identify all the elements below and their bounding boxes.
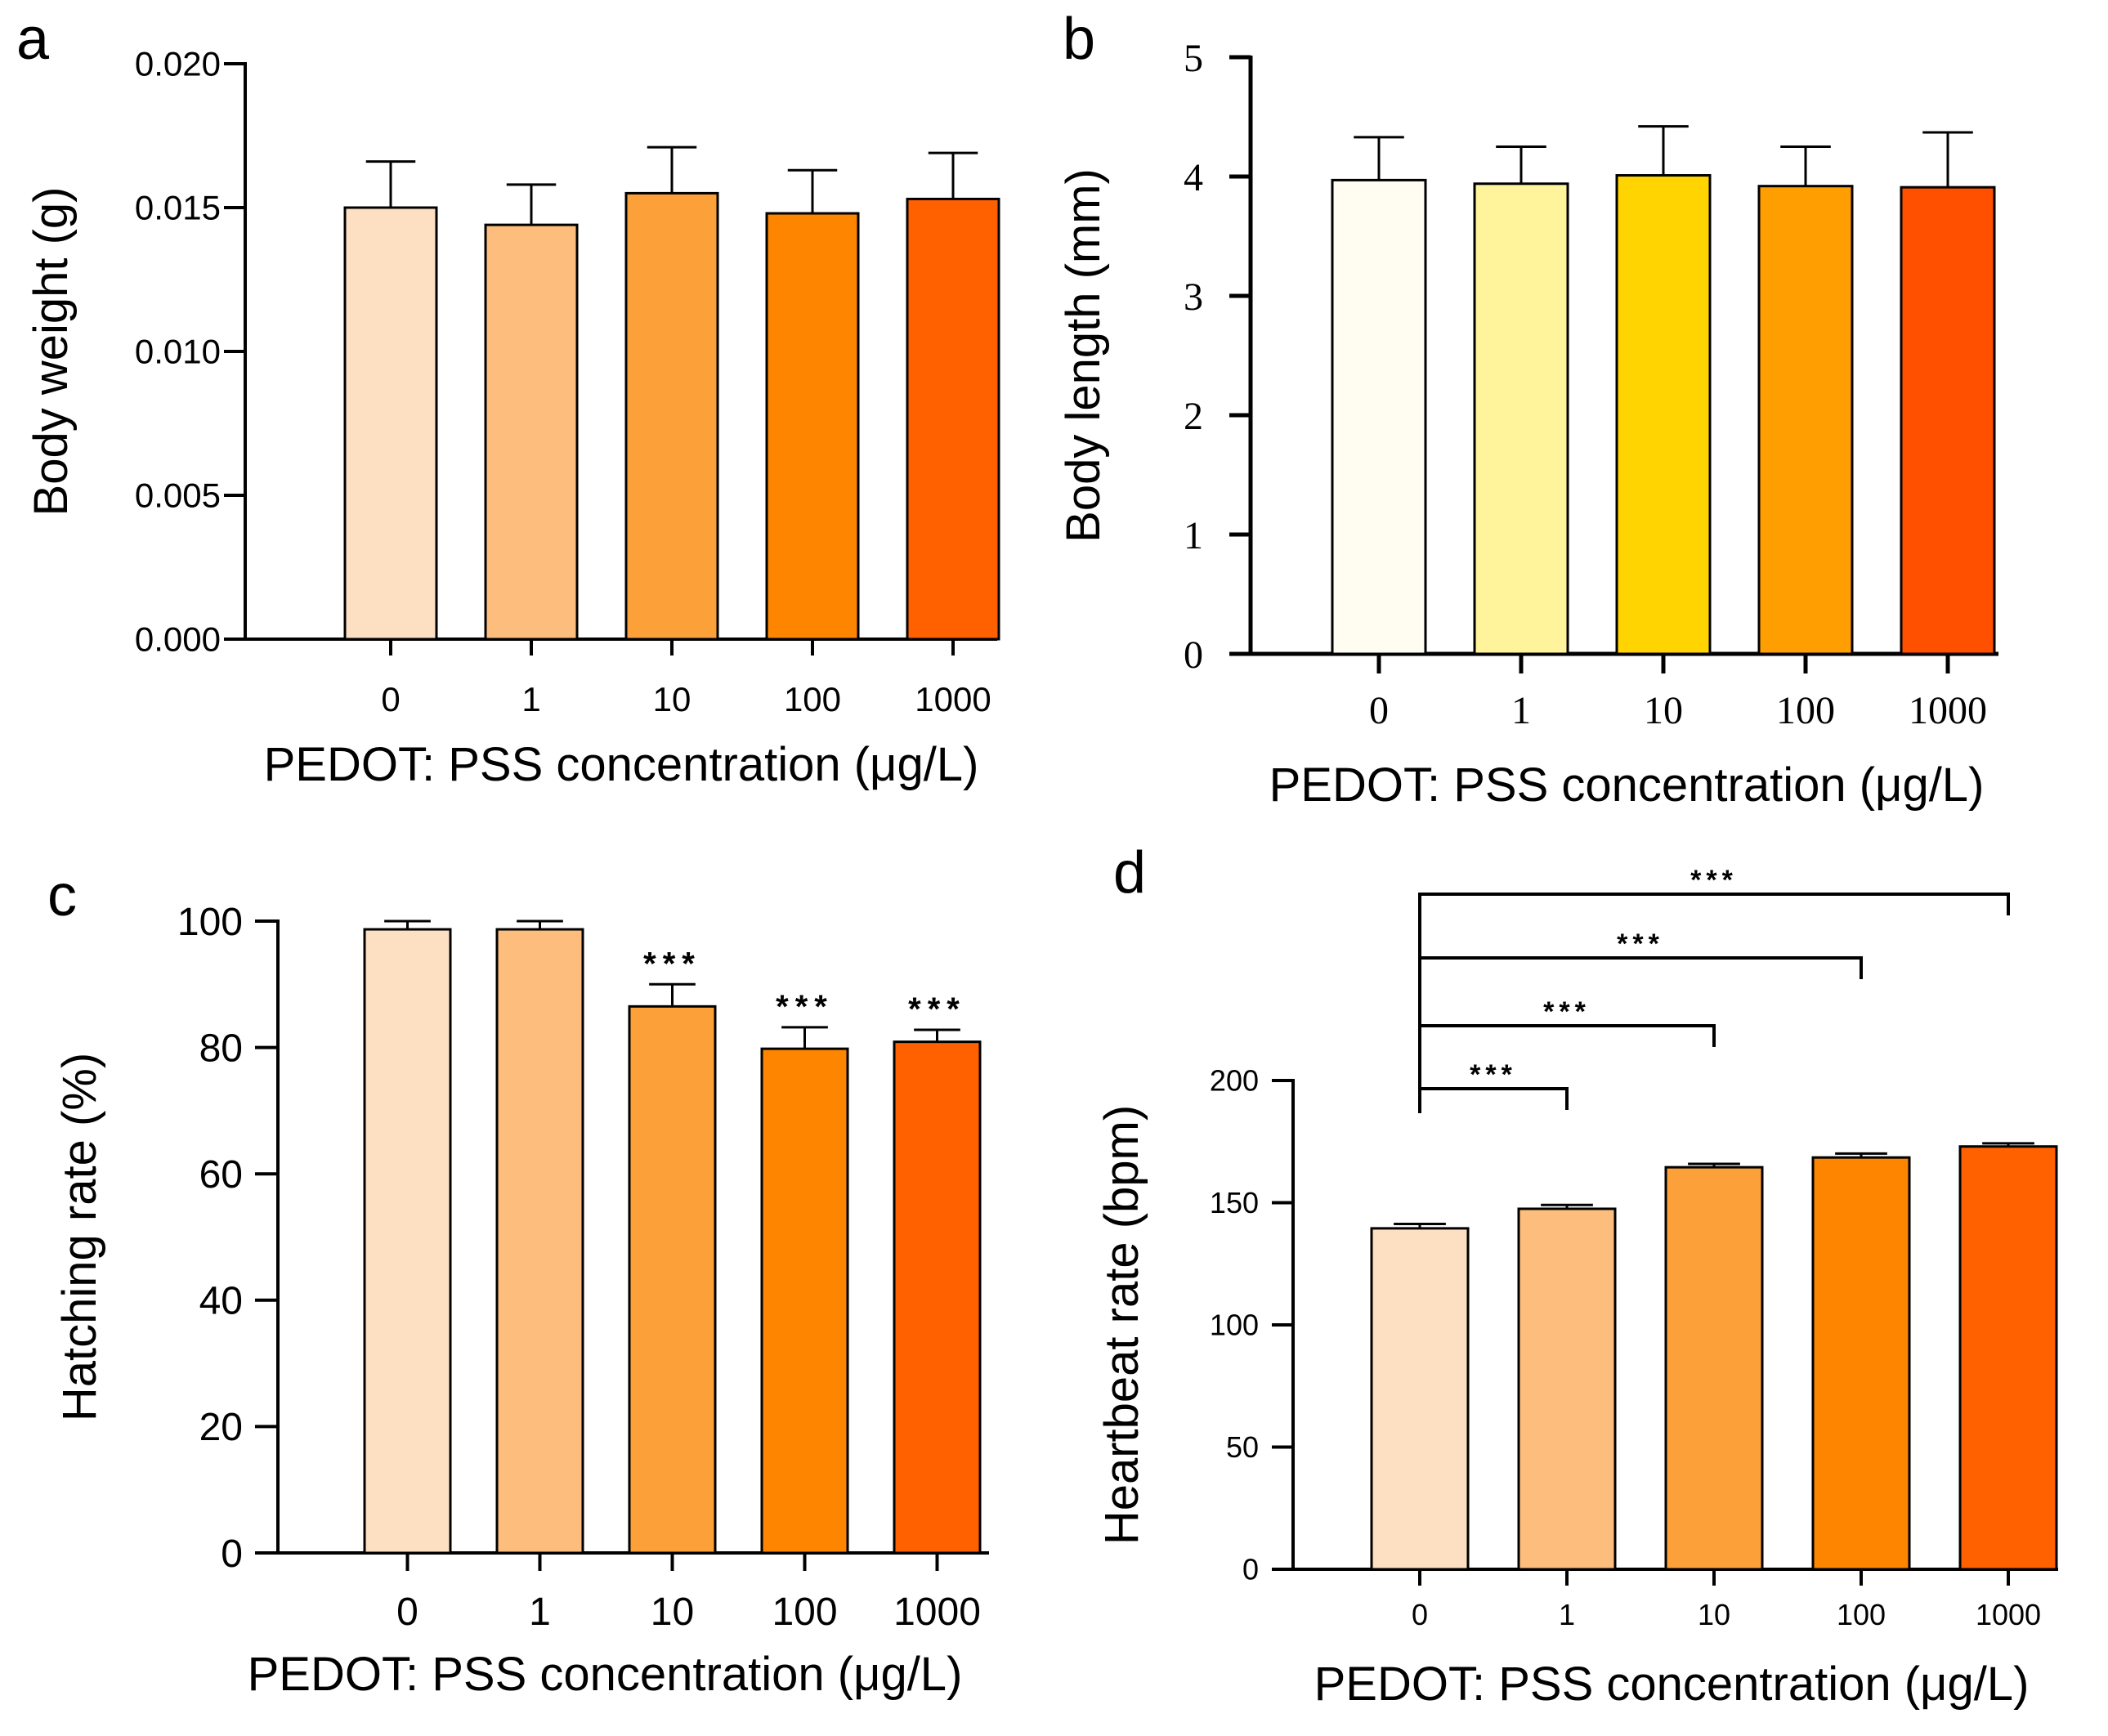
x-tick-label: 0 (396, 1591, 418, 1634)
y-tick-label: 40 (199, 1280, 243, 1323)
bar (484, 223, 579, 641)
bar (495, 928, 584, 1555)
bar (1331, 178, 1427, 655)
panel-label-c: c (47, 863, 77, 928)
y-axis-label: Body length (mm) (1057, 168, 1110, 543)
y-tick-label: 2 (1184, 395, 1203, 438)
x-tick-label: 100 (784, 680, 841, 718)
x-tick-label: 1000 (1976, 1598, 2041, 1631)
bar (1517, 1207, 1617, 1571)
bar (1664, 1166, 1764, 1571)
y-tick-label: 0.015 (135, 189, 221, 227)
y-tick-label: 5 (1184, 37, 1203, 80)
x-tick-label: 1000 (1909, 689, 1987, 732)
y-tick-label: 80 (199, 1027, 243, 1070)
x-tick-label: 10 (653, 680, 691, 718)
bar (1615, 174, 1712, 655)
x-axis-label: PEDOT: PSS concentration (μg/L) (248, 1648, 963, 1701)
bar (765, 212, 860, 641)
panel-b: b 0 1 2 3 4 5 0 1 10 100 1000 PEDOT: PSS concentrati… (1057, 7, 1998, 812)
bar (1473, 182, 1569, 655)
y-tick-label: 4 (1184, 156, 1203, 199)
y-tick-label: 20 (199, 1406, 243, 1449)
bar (1757, 185, 1854, 655)
y-tick-label: 0 (221, 1532, 243, 1576)
significance-label: *** (1470, 1059, 1517, 1090)
bar (893, 1040, 982, 1555)
x-tick-label: 1 (521, 680, 540, 718)
x-tick-label: 1000 (893, 1591, 981, 1634)
significance-label: *** (1543, 996, 1591, 1027)
significance-label: *** (1690, 865, 1738, 896)
y-tick-label: 0.005 (135, 477, 221, 515)
x-tick-label: 10 (1698, 1598, 1730, 1631)
y-tick-label: 200 (1210, 1064, 1259, 1098)
bar (624, 191, 719, 641)
y-tick-label: 1 (1184, 514, 1203, 557)
x-tick-label: 0 (1412, 1598, 1428, 1631)
panel-a: a 0.000 0.005 0.010 0.015 0.020 0 1 10 100 1000 PED… (16, 7, 1000, 791)
y-tick-label: 100 (1210, 1309, 1259, 1342)
x-tick-label: 100 (1837, 1598, 1886, 1631)
panel-label-a: a (16, 7, 50, 72)
bar (906, 197, 1000, 641)
x-tick-label: 0 (381, 680, 400, 718)
bar (760, 1047, 849, 1555)
bar (1900, 186, 1996, 655)
panel-label-d: d (1113, 840, 1146, 906)
bar (1811, 1156, 1911, 1571)
y-axis-label: Heartbeat rate (bpm) (1095, 1105, 1148, 1545)
x-axis-label: PEDOT: PSS concentration (μg/L) (1314, 1658, 2030, 1711)
y-tick-label: 3 (1184, 275, 1203, 319)
x-tick-label: 100 (1776, 689, 1835, 732)
x-tick-label: 1 (529, 1591, 551, 1634)
x-tick-label: 1000 (915, 680, 991, 718)
x-tick-label: 10 (1644, 689, 1683, 732)
significance-label: *** (908, 991, 966, 1027)
x-axis-label: PEDOT: PSS concentration (μg/L) (1269, 758, 1985, 812)
y-tick-label: 50 (1226, 1430, 1259, 1464)
panel-label-b: b (1063, 7, 1095, 72)
x-tick-label: 1 (1511, 689, 1531, 732)
y-axis-label: Hatching rate (%) (53, 1053, 106, 1421)
bar (628, 1004, 717, 1555)
x-tick-label: 1 (1559, 1598, 1575, 1631)
y-tick-label: 150 (1210, 1186, 1259, 1219)
bar (1370, 1227, 1470, 1571)
y-tick-label: 0.020 (135, 45, 221, 83)
significance-label: *** (776, 989, 834, 1025)
bar (363, 928, 452, 1555)
y-tick-label: 0.000 (135, 620, 221, 659)
significance-label: *** (643, 946, 701, 982)
x-tick-label: 100 (772, 1591, 837, 1634)
panel-d: d 0 50 100 150 200 0 1 10 100 1000 *** *** *** *** PEDO… (1095, 840, 2058, 1711)
x-tick-label: 0 (1369, 689, 1389, 732)
y-tick-label: 60 (199, 1153, 243, 1197)
bar (343, 206, 438, 641)
x-tick-label: 10 (651, 1591, 694, 1634)
significance-bracket (1418, 893, 2010, 1113)
y-tick-label: 100 (177, 901, 243, 944)
y-tick-label: 0 (1184, 633, 1203, 677)
significance-label: *** (1617, 928, 1664, 960)
y-tick-label: 0.010 (135, 333, 221, 371)
x-axis-label: PEDOT: PSS concentration (μg/L) (264, 738, 979, 791)
bar (1958, 1145, 2058, 1571)
y-axis-label: Body weight (g) (25, 187, 78, 517)
significance-bracket (1418, 1087, 1569, 1113)
y-tick-label: 0 (1242, 1553, 1259, 1586)
